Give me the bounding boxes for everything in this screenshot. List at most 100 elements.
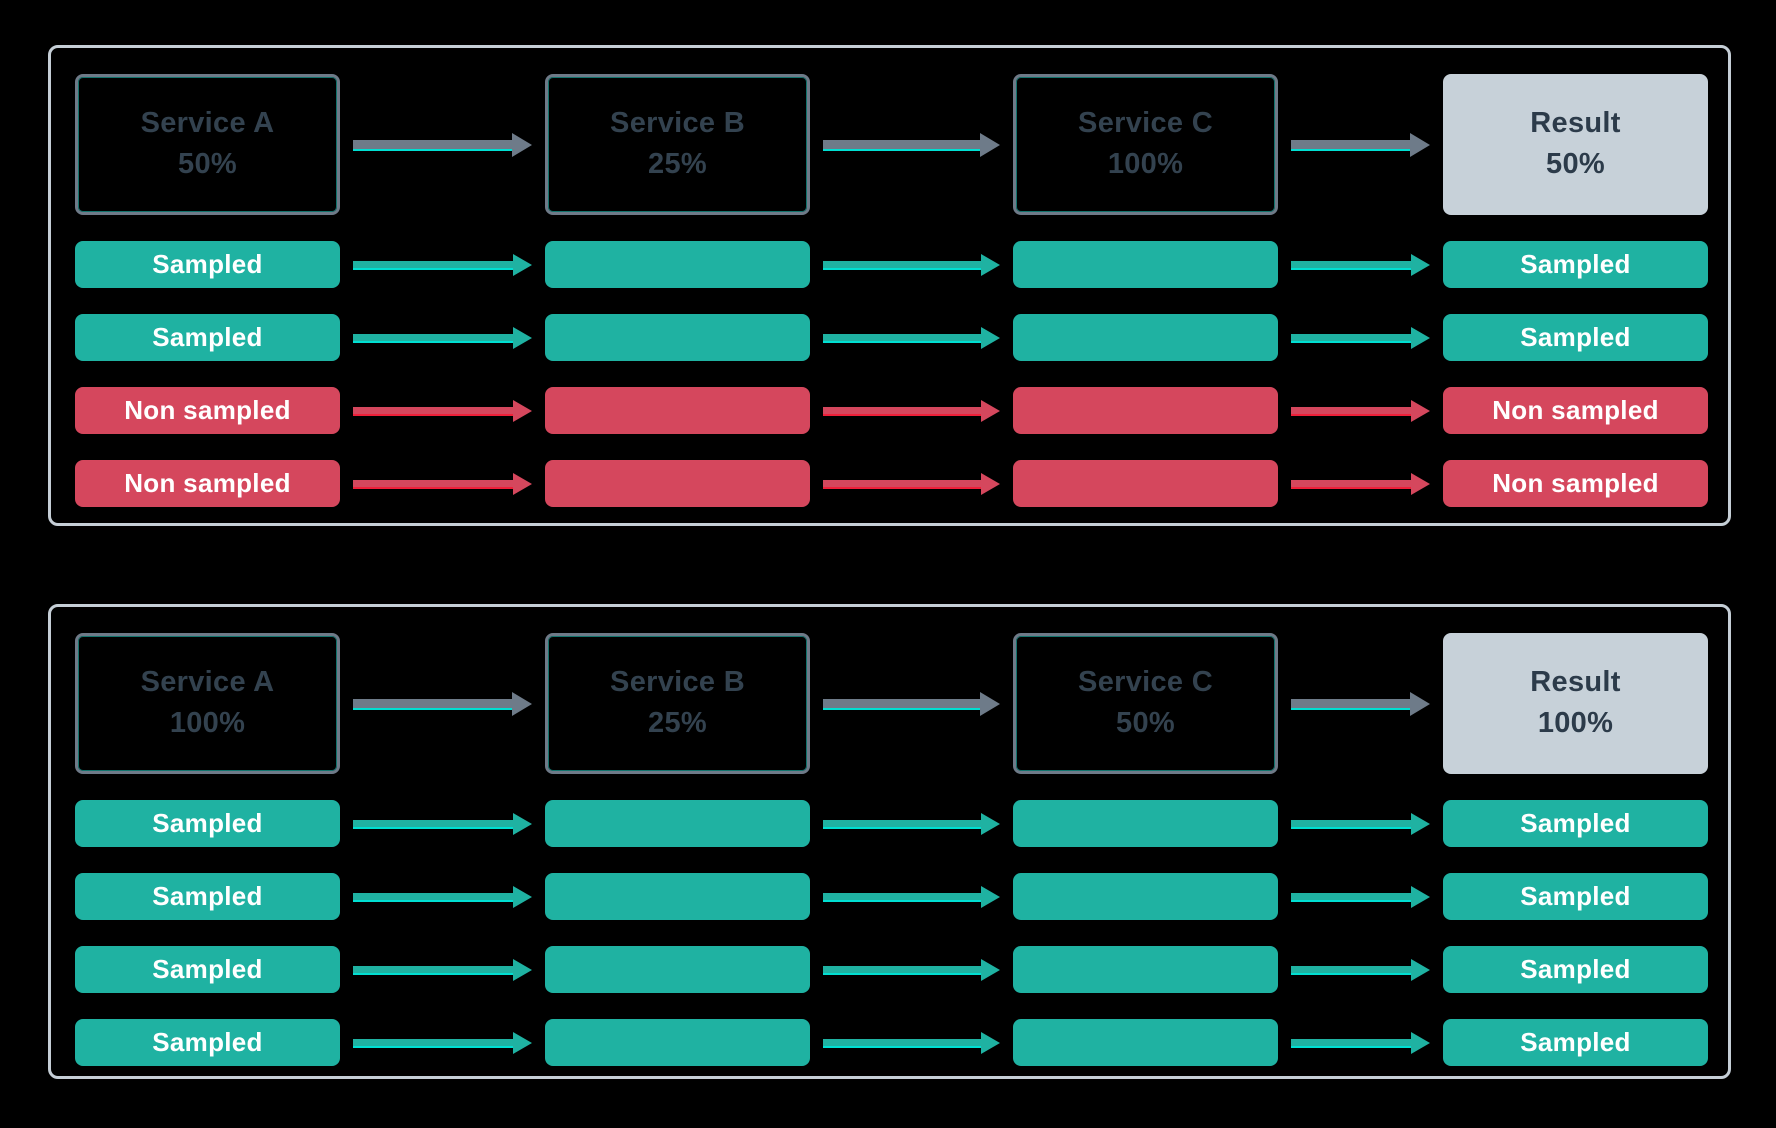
- service-a-box: Service A 50%: [75, 74, 340, 215]
- non-sampled-bar: Non sampled: [75, 387, 340, 434]
- arrow-shaft: [353, 820, 513, 827]
- arrow-head: [1410, 132, 1430, 157]
- sampled-bar: [545, 873, 810, 920]
- arrow-head: [1411, 1031, 1430, 1054]
- non-sampled-bar: Non sampled: [75, 460, 340, 507]
- sampled-bar: [545, 314, 810, 361]
- arrow-shaft: [353, 407, 513, 414]
- bar-label: Sampled: [152, 249, 263, 279]
- node-label: Service B: [610, 107, 745, 140]
- arrow-head: [981, 812, 1000, 835]
- sampled-bar: [1013, 1019, 1278, 1066]
- arrow-right-icon: [1278, 470, 1443, 498]
- arrow-head: [513, 1031, 532, 1054]
- arrow-right-icon: [810, 690, 1013, 718]
- bar-label: Sampled: [1520, 954, 1631, 984]
- bar-label: Sampled: [1520, 1027, 1631, 1057]
- arrow-right-icon: [1278, 397, 1443, 425]
- arrow-shaft: [353, 893, 513, 900]
- arrow-shaft: [353, 1039, 513, 1046]
- arrow-right-icon: [340, 1029, 545, 1057]
- arrow-head: [1411, 958, 1430, 981]
- bar-label: Sampled: [152, 881, 263, 911]
- arrow-head: [1411, 472, 1430, 495]
- arrow-head: [513, 253, 532, 276]
- arrow-head: [513, 399, 532, 422]
- node-value: 100%: [1537, 707, 1614, 739]
- sampled-bar: Sampled: [75, 1019, 340, 1066]
- arrow-head: [981, 399, 1000, 422]
- node-value: 50%: [178, 148, 237, 180]
- result-box: Result 50%: [1443, 74, 1708, 215]
- sampled-bar: Sampled: [75, 873, 340, 920]
- node-value: 100%: [1107, 148, 1184, 180]
- arrow-head: [1411, 812, 1430, 835]
- arrow-right-icon: [340, 956, 545, 984]
- arrow-head: [981, 253, 1000, 276]
- sampled-bar: Sampled: [75, 946, 340, 993]
- sampled-bar: Sampled: [1443, 241, 1708, 288]
- non-sampled-bar: [545, 460, 810, 507]
- arrow-shaft: [823, 334, 981, 341]
- arrow-shaft: [1291, 480, 1411, 487]
- arrow-right-icon: [340, 324, 545, 352]
- arrow-right-icon: [1278, 1029, 1443, 1057]
- arrow-right-icon: [340, 131, 545, 159]
- arrow-head: [513, 326, 532, 349]
- bar-label: Non sampled: [124, 395, 291, 425]
- arrow-head: [980, 132, 1000, 157]
- arrow-right-icon: [810, 810, 1013, 838]
- sampled-bar: Sampled: [75, 314, 340, 361]
- sampled-bar: [545, 946, 810, 993]
- arrow-head: [513, 472, 532, 495]
- arrow-shaft: [1291, 261, 1411, 268]
- arrow-shaft: [1291, 407, 1411, 414]
- node-value: 25%: [648, 148, 707, 180]
- arrow-head: [981, 958, 1000, 981]
- arrow-shaft: [353, 261, 513, 268]
- arrow-shaft: [353, 966, 513, 973]
- arrow-right-icon: [810, 324, 1013, 352]
- non-sampled-bar: [1013, 460, 1278, 507]
- arrow-head: [981, 472, 1000, 495]
- arrow-right-icon: [1278, 324, 1443, 352]
- arrow-shaft: [1291, 140, 1410, 149]
- arrow-head: [1410, 691, 1430, 716]
- arrow-head: [1411, 253, 1430, 276]
- sampled-bar: [1013, 946, 1278, 993]
- service-a-box: Service A 100%: [75, 633, 340, 774]
- arrow-shaft: [353, 334, 513, 341]
- node-label: Service B: [610, 666, 745, 699]
- arrow-head: [513, 885, 532, 908]
- non-sampled-bar: Non sampled: [1443, 387, 1708, 434]
- arrow-shaft: [353, 480, 513, 487]
- node-label: Service C: [1078, 107, 1213, 140]
- arrow-right-icon: [340, 810, 545, 838]
- arrow-shaft: [1291, 699, 1410, 708]
- arrow-right-icon: [1278, 690, 1443, 718]
- arrow-shaft: [823, 966, 981, 973]
- service-b-box: Service B 25%: [545, 633, 810, 774]
- node-label: Service A: [140, 107, 275, 140]
- arrow-right-icon: [810, 956, 1013, 984]
- arrow-right-icon: [340, 470, 545, 498]
- node-label: Result: [1530, 666, 1621, 699]
- arrow-head: [512, 691, 532, 716]
- arrow-shaft: [823, 699, 980, 708]
- arrow-right-icon: [1278, 251, 1443, 279]
- bar-label: Sampled: [1520, 808, 1631, 838]
- sampled-bar: [1013, 800, 1278, 847]
- arrow-right-icon: [810, 397, 1013, 425]
- arrow-shaft: [823, 261, 981, 268]
- arrow-head: [981, 885, 1000, 908]
- arrow-right-icon: [1278, 131, 1443, 159]
- arrow-right-icon: [340, 883, 545, 911]
- bar-label: Sampled: [152, 808, 263, 838]
- bar-label: Non sampled: [1492, 395, 1659, 425]
- arrow-head: [981, 1031, 1000, 1054]
- arrow-shaft: [823, 140, 980, 149]
- node-label: Service C: [1078, 666, 1213, 699]
- node-value: 50%: [1116, 707, 1175, 739]
- sampled-bar: [1013, 873, 1278, 920]
